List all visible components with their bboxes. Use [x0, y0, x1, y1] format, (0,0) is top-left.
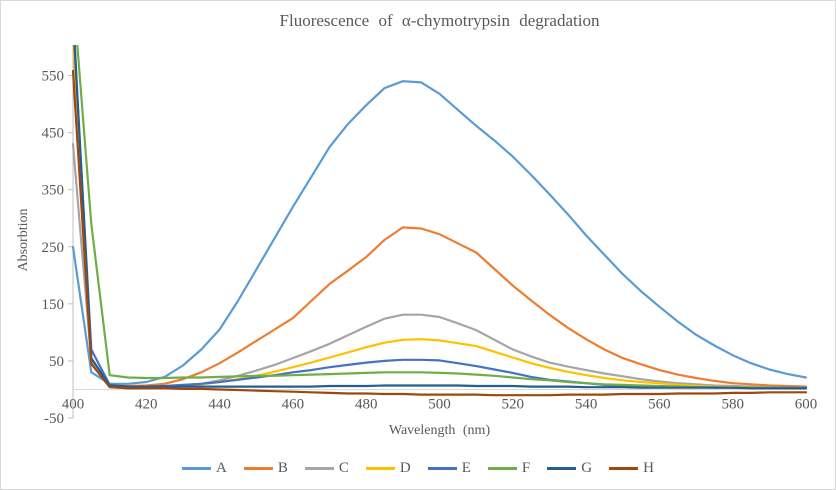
y-tick-label: 550 — [42, 69, 65, 85]
legend-label: C — [338, 460, 349, 476]
legend-item-B: B — [243, 460, 288, 477]
x-tick-label: 460 — [282, 396, 305, 412]
legend-label: G — [581, 460, 593, 476]
x-tick-label: 400 — [62, 396, 85, 412]
x-tick-label: 540 — [575, 396, 598, 412]
x-axis-title: Wavelength (nm) — [388, 423, 491, 438]
legend: A B C D E F G H — [1, 460, 835, 477]
y-tick-label: 250 — [42, 240, 65, 256]
x-tick-label: 520 — [502, 396, 525, 412]
legend-swatch-D — [365, 467, 395, 470]
x-tick-label: 420 — [135, 396, 158, 412]
legend-swatch-H — [609, 467, 639, 470]
y-tick-label: 150 — [42, 297, 65, 313]
series-line-C — [71, 142, 808, 390]
legend-item-F: F — [487, 460, 531, 477]
series-line-F — [76, 45, 808, 390]
y-tick-label: -50 — [44, 411, 64, 427]
legend-label: A — [216, 460, 227, 476]
legend-item-D: D — [365, 460, 411, 477]
legend-item-H: H — [609, 460, 654, 477]
x-tick-label: 580 — [721, 396, 744, 412]
legend-item-G: G — [547, 460, 592, 477]
chart-title: Fluorescence of α-chymotrypsin degradati… — [279, 11, 600, 30]
legend-item-A: A — [182, 460, 227, 477]
legend-label: F — [521, 460, 531, 476]
y-tick-label: 50 — [49, 354, 64, 370]
series-line-B — [72, 45, 808, 388]
legend-swatch-B — [243, 467, 273, 470]
series-line-A — [71, 80, 808, 385]
x-tick-label: 560 — [648, 396, 671, 412]
legend-swatch-E — [427, 467, 457, 470]
series-line-H — [71, 69, 808, 397]
x-tick-label: 480 — [355, 396, 378, 412]
x-tick-label: 440 — [208, 396, 231, 412]
legend-swatch-A — [182, 467, 212, 470]
legend-label: B — [277, 460, 288, 476]
x-tick-label: 600 — [795, 396, 818, 412]
legend-label: H — [643, 460, 654, 476]
legend-swatch-C — [304, 467, 334, 470]
legend-item-C: C — [304, 460, 349, 477]
legend-swatch-F — [487, 467, 517, 470]
x-tick-label: 500 — [428, 396, 451, 412]
y-tick-label: 450 — [42, 126, 65, 142]
series-line-G — [73, 45, 808, 390]
legend-label: D — [399, 460, 411, 476]
legend-swatch-G — [547, 467, 577, 470]
series-line-E — [73, 45, 808, 389]
legend-item-E: E — [427, 460, 471, 477]
y-tick-label: 350 — [42, 183, 65, 199]
legend-label: E — [461, 460, 471, 476]
